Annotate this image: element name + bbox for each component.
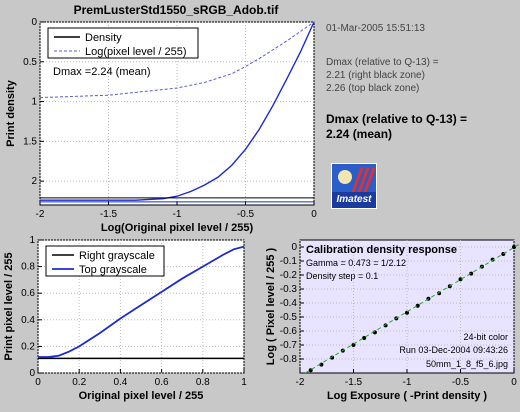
y-tick-label: -0.8	[280, 354, 298, 365]
y-axis-label: Print pixel level / 255	[3, 252, 15, 360]
x-tick-label: -1.5	[100, 209, 118, 220]
x-tick-label: 0	[311, 209, 317, 220]
x-tick-label: -2	[36, 209, 45, 220]
logo-text: Imatest	[336, 194, 372, 205]
density-step-annotation: Density step = 0.1	[306, 271, 378, 281]
data-point	[330, 355, 335, 360]
y-tick-label: 0.6	[21, 288, 35, 299]
legend-label: Density	[85, 32, 122, 44]
y-tick-label: -0.3	[280, 284, 298, 295]
y-tick-label: 0.4	[21, 315, 35, 326]
data-point	[415, 303, 420, 308]
dmax-line-1: Dmax (relative to Q-13) =	[326, 57, 439, 68]
series-line-density	[40, 21, 315, 201]
series-line-top-grayscale	[38, 245, 245, 358]
y-tick-label: 1.5	[23, 136, 37, 147]
data-point	[512, 245, 516, 249]
gamma-annotation: Gamma = 0.473 = 1/2.12	[306, 258, 406, 268]
x-tick-label: 0.2	[72, 377, 86, 388]
y-tick-label: -0.7	[280, 340, 298, 351]
dmax-line-3: 2.26 (top black zone)	[326, 83, 420, 94]
x-tick-label: 0	[35, 377, 41, 388]
x-tick-label: 0	[511, 377, 517, 388]
dmax-annotation: Dmax =2.24 (mean)	[53, 66, 151, 78]
x-tick-label: 0.8	[196, 377, 210, 388]
y-tick-label: 0	[31, 17, 37, 28]
x-axis-label: Log(Original pixel level / 255)	[101, 222, 254, 234]
y-tick-label: 0	[29, 368, 35, 379]
y-tick-label: 2	[31, 176, 37, 187]
x-tick-label: 1	[241, 377, 247, 388]
color-depth-annotation: 24-bit color	[463, 332, 508, 342]
x-tick-label: -0.5	[452, 377, 470, 388]
y-tick-label: -0.2	[280, 270, 298, 281]
dmax-result-line-1: Dmax (relative to Q-13) =	[326, 112, 468, 126]
y-axis-label: Log ( Pixel level / 255 )	[265, 247, 277, 365]
y-tick-label: -0.4	[280, 298, 298, 309]
y-axis-label: Print density	[5, 79, 17, 147]
x-axis-label: Original pixel level / 255	[79, 390, 204, 402]
x-tick-label: -2	[296, 377, 305, 388]
y-tick-label: 0.8	[21, 262, 35, 273]
x-tick-label: -1	[173, 209, 182, 220]
calibration-title: Calibration density response	[306, 244, 457, 256]
x-tick-label: -1.5	[345, 377, 363, 388]
data-point	[362, 336, 367, 340]
x-axis-label: Log Exposure ( -Print density )	[327, 390, 487, 402]
y-tick-label: 1	[31, 97, 37, 108]
x-tick-label: 0.4	[113, 377, 127, 388]
legend-label: Right grayscale	[79, 250, 155, 262]
imatest-logo-icon: Imatest	[331, 163, 377, 209]
run-date-annotation: Run 03-Dec-2004 09:43:26	[399, 345, 508, 355]
dmax-result-line-2: 2.24 (mean)	[326, 127, 393, 141]
legend-label: Log(pixel level / 255)	[85, 46, 187, 58]
dmax-line-2: 2.21 (right black zone)	[326, 70, 425, 81]
data-point	[469, 271, 474, 276]
y-tick-label: -0.1	[280, 256, 298, 267]
y-tick-label: -0.5	[280, 312, 298, 323]
y-tick-label: 1	[29, 235, 35, 246]
legend-box	[47, 27, 199, 59]
x-tick-label: -1	[403, 377, 412, 388]
figure-title: PremLusterStd1550_sRGB_Adob.tif	[74, 3, 280, 17]
date-text: 01-Mar-2005 15:51:13	[326, 23, 425, 34]
y-tick-label: -0.6	[280, 326, 298, 337]
y-tick-label: 0	[291, 242, 297, 253]
y-tick-label: 0.5	[23, 57, 37, 68]
data-point	[458, 277, 463, 282]
legend-box	[45, 245, 165, 277]
y-tick-label: 0.2	[21, 341, 35, 352]
legend-label: Top grayscale	[79, 264, 147, 276]
x-tick-label: 0.6	[155, 377, 169, 388]
filename-annotation: 50mm_1_8_f5_6.jpg	[426, 359, 508, 369]
x-tick-label: -0.5	[237, 209, 255, 220]
